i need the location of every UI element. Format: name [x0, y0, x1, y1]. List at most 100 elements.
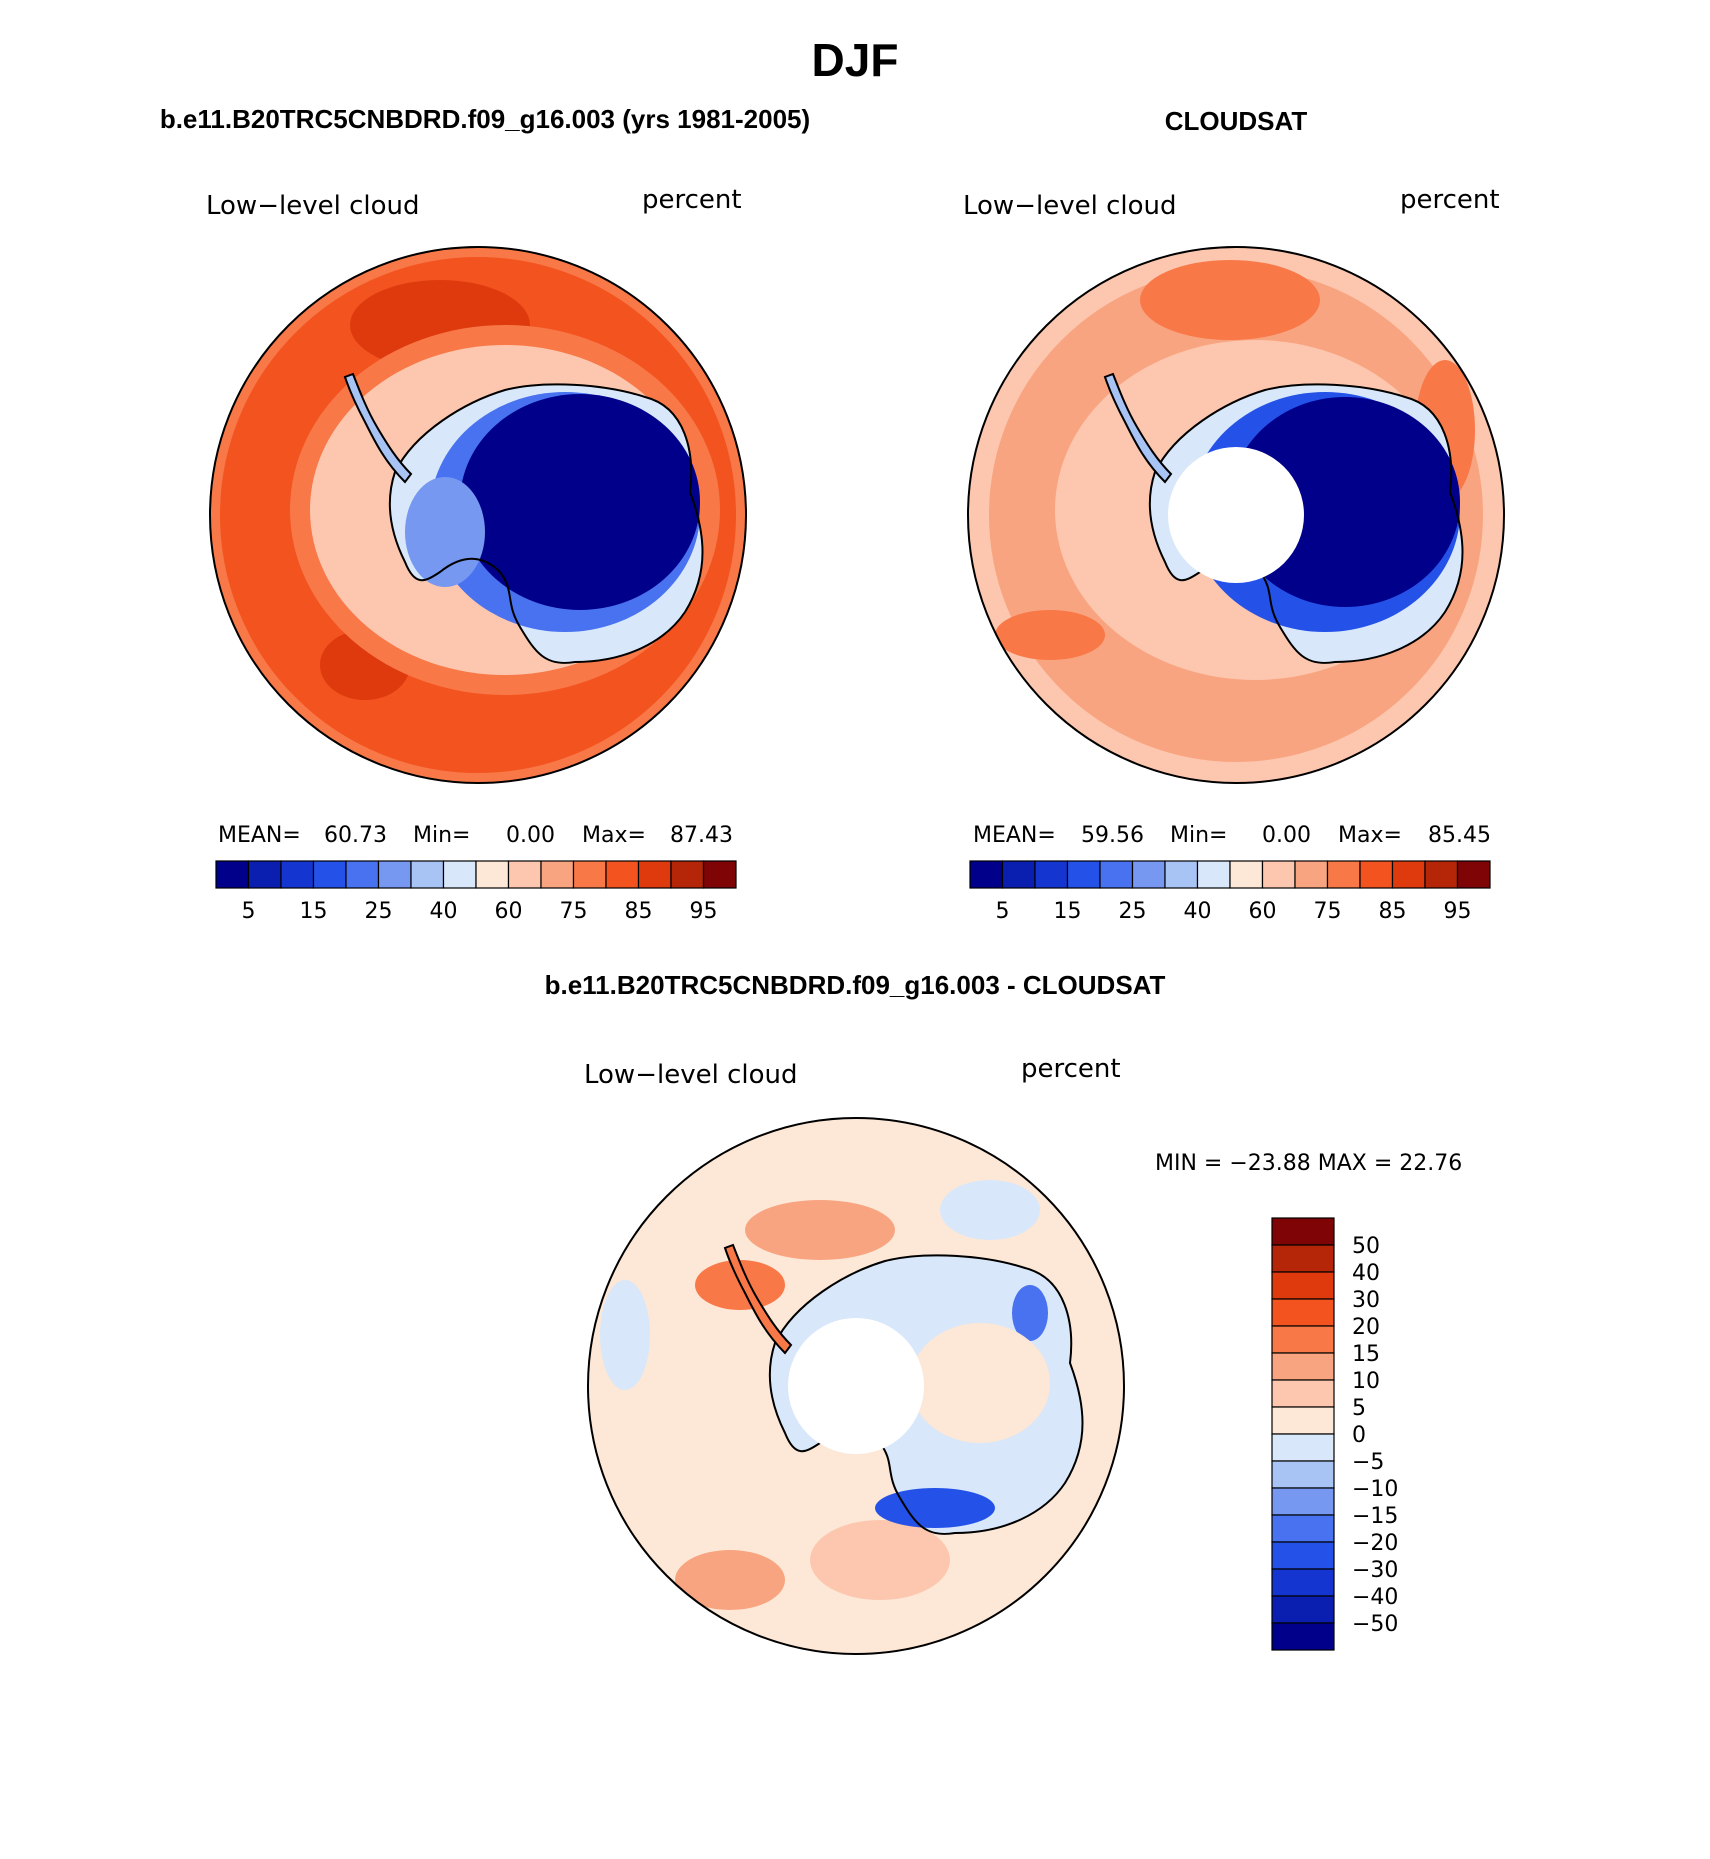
colorbar-diff-tick-label: 30 — [1352, 1288, 1380, 1313]
colorbar-model-tick-label: 5 — [242, 899, 256, 924]
colorbar-obs-swatch — [1391, 860, 1426, 889]
panel-diff-field-label: Low−level cloud — [584, 1060, 797, 1090]
colorbar-model-tick-label: 95 — [690, 899, 718, 924]
polar-map-model — [210, 247, 746, 783]
colorbar-model-swatch — [670, 860, 705, 889]
colorbar-obs-swatch — [1131, 860, 1166, 889]
colorbar-obs-swatch — [1196, 860, 1231, 889]
polar-data-gap — [1168, 447, 1304, 583]
positive-ice-interior — [910, 1323, 1050, 1443]
colorbar-obs-tick-label: 75 — [1314, 899, 1342, 924]
panel-obs-header: CLOUDSAT — [1165, 106, 1308, 136]
colorbar-obs-tick-label: 85 — [1379, 899, 1407, 924]
colorbar-model-tick-label: 40 — [430, 899, 458, 924]
colorbar-obs-ticks: 5 15 25 40 60 75 85 95 — [996, 899, 1472, 924]
colorbar-obs-swatch — [1229, 860, 1264, 889]
panel-model-header: b.e11.B20TRC5CNBDRD.f09_g16.003 (yrs 198… — [160, 104, 810, 134]
colorbar-obs-tick-label: 60 — [1249, 899, 1277, 924]
colorbar-model-swatch — [540, 860, 575, 889]
colorbar-diff-swatch — [1271, 1298, 1335, 1327]
colorbar-obs-swatch — [1164, 860, 1199, 889]
colorbar-diff-tick-label: 40 — [1352, 1261, 1380, 1286]
colorbar-obs-tick-label: 25 — [1119, 899, 1147, 924]
panel-diff: b.e11.B20TRC5CNBDRD.f09_g16.003 - CLOUDS… — [545, 970, 1462, 1655]
colorbar-obs-tick-label: 5 — [996, 899, 1010, 924]
map-border-model — [209, 246, 747, 784]
stats-mean-label-obs: MEAN= — [973, 823, 1056, 848]
stats-mean-value-obs: 59.56 — [1081, 823, 1144, 848]
colorbar-obs — [969, 860, 1491, 889]
colorbar-model-swatch — [637, 860, 672, 889]
positive-patch-southwest — [675, 1550, 785, 1610]
polar-map-obs — [968, 247, 1504, 783]
stats-mean-value-model: 60.73 — [324, 823, 387, 848]
panel-diff-minmax: MIN = −23.88 MAX = 22.76 — [1155, 1151, 1462, 1176]
colorbar-model-tick-label: 60 — [495, 899, 523, 924]
high-cloud-patch-north — [1140, 260, 1320, 340]
colorbar-model-tick-label: 75 — [560, 899, 588, 924]
panel-diff-header: b.e11.B20TRC5CNBDRD.f09_g16.003 - CLOUDS… — [545, 970, 1166, 1000]
colorbar-obs-swatch — [1066, 860, 1101, 889]
colorbar-diff-tick-label: 10 — [1352, 1369, 1380, 1394]
negative-ice-east — [1012, 1285, 1048, 1341]
ice-shelf-blue — [405, 477, 485, 587]
stats-min-label-model: Min= — [413, 823, 470, 848]
stats-max-value-obs: 85.45 — [1428, 823, 1491, 848]
colorbar-diff-tick-label: 0 — [1352, 1423, 1366, 1448]
colorbar-model-tick-label: 25 — [365, 899, 393, 924]
colorbar-model-swatch — [247, 860, 282, 889]
colorbar-diff-swatch — [1271, 1406, 1335, 1435]
panel-model-field-label: Low−level cloud — [206, 191, 419, 221]
stats-min-label-obs: Min= — [1170, 823, 1227, 848]
colorbar-diff-swatch — [1271, 1487, 1335, 1516]
map-border-obs — [967, 246, 1505, 784]
colorbar-diff-swatch — [1271, 1352, 1335, 1381]
colorbar-obs-swatch — [1359, 860, 1394, 889]
negative-ice-south — [875, 1488, 995, 1528]
colorbar-model-swatch — [702, 860, 737, 889]
panel-obs-units-label: percent — [1400, 185, 1500, 215]
colorbar-obs-tick-label: 15 — [1054, 899, 1082, 924]
stats-min-value-model: 0.00 — [506, 823, 555, 848]
colorbar-model-ticks: 5 15 25 40 60 75 85 95 — [242, 899, 718, 924]
stats-max-label-model: Max= — [582, 823, 646, 848]
panel-model-units-label: percent — [642, 185, 742, 215]
colorbar-model-swatch — [215, 860, 250, 889]
stats-mean-label-model: MEAN= — [218, 823, 301, 848]
colorbar-obs-swatch — [1294, 860, 1329, 889]
colorbar-model-swatch — [605, 860, 640, 889]
colorbar-obs-swatch — [1099, 860, 1134, 889]
colorbar-diff-swatch — [1271, 1622, 1335, 1651]
colorbar-diff-swatch — [1271, 1514, 1335, 1543]
colorbar-diff-tick-label: −50 — [1352, 1612, 1398, 1637]
colorbar-diff-swatch — [1271, 1271, 1335, 1300]
colorbar-obs-swatch — [1001, 860, 1036, 889]
colorbar-obs-swatch — [1424, 860, 1459, 889]
map-border-diff — [587, 1117, 1125, 1655]
colorbar-obs-tick-label: 95 — [1444, 899, 1472, 924]
stats-max-value-model: 87.43 — [670, 823, 733, 848]
negative-patch-northeast — [940, 1180, 1040, 1240]
colorbar-model-swatch — [410, 860, 445, 889]
colorbar-model-swatch — [345, 860, 380, 889]
colorbar-obs-swatch — [1261, 860, 1296, 889]
colorbar-model-swatch — [507, 860, 542, 889]
colorbar-model — [215, 860, 737, 889]
colorbar-obs-swatch — [1456, 860, 1491, 889]
colorbar-diff-swatch — [1271, 1244, 1335, 1273]
positive-patch-north — [745, 1200, 895, 1260]
colorbar-diff-swatch — [1271, 1568, 1335, 1597]
polar-map-diff — [588, 1118, 1124, 1654]
colorbar-diff-swatch — [1271, 1595, 1335, 1624]
colorbar-diff-swatch — [1271, 1217, 1335, 1246]
colorbar-diff-tick-label: 50 — [1352, 1234, 1380, 1259]
ice-sheet-interior — [460, 394, 700, 610]
high-cloud-patch-west — [995, 610, 1105, 660]
colorbar-diff-swatch — [1271, 1379, 1335, 1408]
colorbar-obs-swatch — [1326, 860, 1361, 889]
polar-data-gap — [788, 1318, 924, 1454]
colorbar-diff — [1271, 1217, 1335, 1651]
colorbar-obs-tick-label: 40 — [1184, 899, 1212, 924]
colorbar-diff-tick-label: 5 — [1352, 1396, 1366, 1421]
